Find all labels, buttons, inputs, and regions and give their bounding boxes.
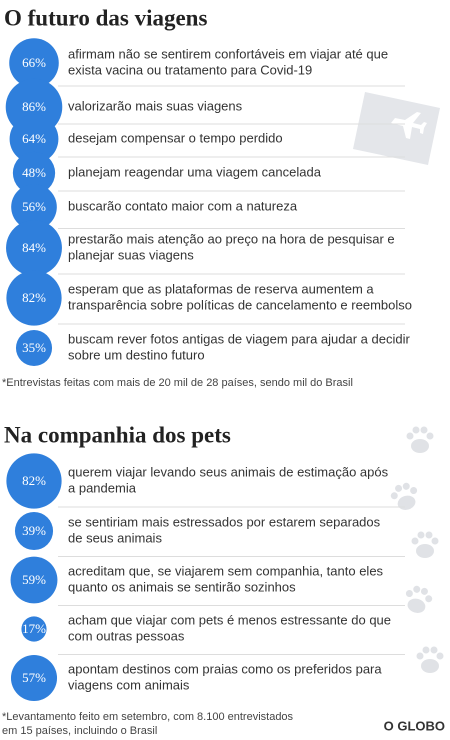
item-text: esperam que as plataformas de reserva au… [68,281,374,296]
percent-label: 17% [22,621,46,636]
percent-label: 82% [22,290,46,305]
percent-bubble [6,270,62,326]
percent-bubble [21,616,47,642]
item-text: querem viajar levando seus animais de es… [68,464,389,479]
plane-ticket [353,92,440,165]
percent-bubble [10,654,58,702]
percent-label: 82% [22,473,46,488]
percent-bubble [9,114,59,164]
percent-label: 48% [22,165,46,180]
item-text: viagens com animais [68,677,190,692]
percent-label: 35% [22,340,46,355]
item-text: acham que viajar com pets é menos estres… [68,612,391,627]
credit: O GLOBO [384,718,445,733]
item-text: prestarão mais atenção ao preço na hora … [68,231,395,246]
percent-label: 84% [22,240,46,255]
item-text: exista vacina ou tratamento para Covid-1… [68,62,312,77]
percent-label: 56% [22,199,46,214]
footnote: *Levantamento feito em setembro, com 8.1… [2,711,294,723]
item-text: quanto os animais se sentirão sozinhos [68,579,296,594]
item-text: transparência sobre políticas de cancela… [68,297,412,312]
item-text: se sentiriam mais estressados por estare… [68,514,381,529]
percent-label: 66% [22,55,46,70]
section-title: O futuro das viagens [4,5,207,30]
item-text: desejam compensar o tempo perdido [68,130,283,145]
item-text: afirmam não se sentirem confortáveis em … [68,46,388,61]
footnote: em 15 países, incluindo o Brasil [2,725,157,737]
item-text: planejam reagendar uma viagem cancelada [68,164,322,179]
item-text: buscarão contato maior com a natureza [68,198,298,213]
item-text: valorizarão mais suas viagens [68,98,243,113]
item-text: a pandemia [68,480,137,495]
percent-bubble [10,556,58,604]
percent-bubble [6,220,62,276]
percent-bubble [6,453,62,509]
footnote: *Entrevistas feitas com mais de 20 mil d… [2,377,353,389]
section-title: Na companhia dos pets [4,422,231,447]
percent-bubble [15,329,53,367]
percent-label: 86% [22,99,46,114]
percent-label: 39% [22,523,46,538]
percent-bubble [12,151,56,195]
percent-bubble [11,184,57,230]
item-text: sobre um destino futuro [68,347,205,362]
item-text: com outras pessoas [68,628,185,643]
item-text: de seus animais [68,530,162,545]
percent-bubble [9,38,59,88]
item-text: planejar suas viagens [68,247,194,262]
item-text: acreditam que, se viajarem sem companhia… [68,563,384,578]
item-text: apontam destinos com praias como os pref… [68,661,382,676]
percent-bubble [14,511,54,551]
percent-label: 57% [22,670,46,685]
percent-label: 59% [22,572,46,587]
paw-prints [390,426,444,673]
percent-label: 64% [22,131,46,146]
item-text: buscam rever fotos antigas de viagem par… [68,331,410,346]
